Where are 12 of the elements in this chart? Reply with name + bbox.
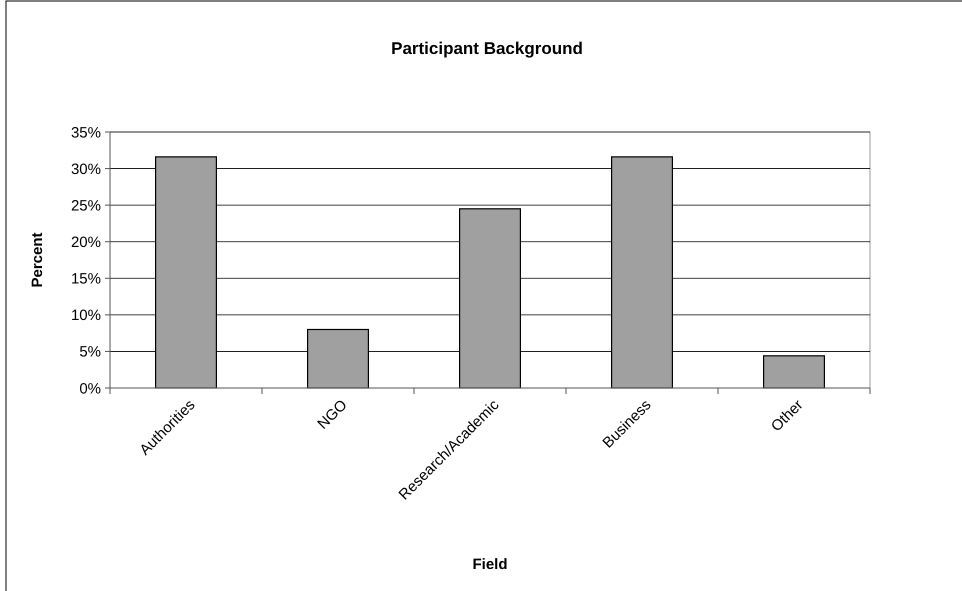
y-tick-label: 20%	[70, 234, 101, 251]
y-tick-label: 15%	[70, 270, 101, 288]
y-tick-label: 25%	[70, 197, 101, 214]
y-tick-label: 35%	[70, 124, 101, 142]
chart-title: Participant Background	[391, 39, 583, 58]
x-axis-title: Field	[472, 556, 508, 573]
y-axis-title: Percent	[29, 232, 46, 288]
bar	[763, 355, 825, 389]
y-tick-label: 30%	[70, 160, 101, 178]
y-tick-label: 5%	[79, 344, 101, 361]
y-tick-label: 0%	[79, 380, 101, 398]
y-tick-label: 10%	[70, 307, 101, 324]
